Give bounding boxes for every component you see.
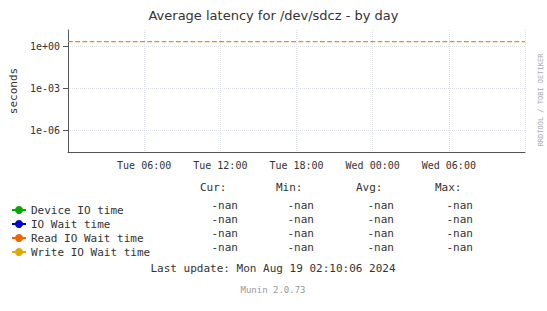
svg-text:-nan: -nan	[288, 227, 315, 240]
svg-text:Wed 06:00: Wed 06:00	[422, 160, 476, 171]
svg-text:Munin 2.0.73: Munin 2.0.73	[240, 285, 305, 295]
svg-text:Average latency for /dev/sdcz: Average latency for /dev/sdcz - by day	[148, 8, 398, 23]
svg-text:-nan: -nan	[447, 227, 474, 240]
svg-text:-nan: -nan	[288, 241, 315, 254]
svg-text:Avg:: Avg:	[356, 181, 383, 194]
svg-text:-nan: -nan	[447, 241, 474, 254]
svg-text:1e+00: 1e+00	[30, 41, 60, 52]
svg-text:Device IO time: Device IO time	[31, 204, 124, 217]
svg-text:RRDTOOL / TOBI OETIKER: RRDTOOL / TOBI OETIKER	[537, 53, 545, 147]
svg-text:-nan: -nan	[288, 199, 315, 212]
svg-text:Tue 18:00: Tue 18:00	[269, 160, 323, 171]
svg-text:seconds: seconds	[7, 68, 20, 114]
svg-text:IO Wait time: IO Wait time	[31, 218, 110, 231]
svg-text:Wed 00:00: Wed 00:00	[346, 160, 400, 171]
svg-text:Write IO Wait time: Write IO Wait time	[31, 246, 150, 259]
svg-text:Read IO Wait time: Read IO Wait time	[31, 232, 144, 245]
svg-text:-nan: -nan	[368, 213, 395, 226]
svg-text:1e-03: 1e-03	[30, 83, 60, 94]
svg-text:Max:: Max:	[435, 181, 462, 194]
svg-text:Tue 06:00: Tue 06:00	[117, 160, 171, 171]
svg-text:Tue 12:00: Tue 12:00	[193, 160, 247, 171]
svg-text:-nan: -nan	[212, 241, 239, 254]
svg-text:-nan: -nan	[368, 199, 395, 212]
svg-text:1e-06: 1e-06	[30, 125, 60, 136]
svg-text:Min:: Min:	[276, 181, 303, 194]
svg-text:-nan: -nan	[368, 227, 395, 240]
svg-text:-nan: -nan	[447, 199, 474, 212]
svg-text:-nan: -nan	[447, 213, 474, 226]
svg-text:-nan: -nan	[212, 213, 239, 226]
svg-text:-nan: -nan	[212, 227, 239, 240]
svg-text:-nan: -nan	[212, 199, 239, 212]
svg-text:-nan: -nan	[288, 213, 315, 226]
svg-text:Cur:: Cur:	[200, 181, 227, 194]
svg-text:-nan: -nan	[368, 241, 395, 254]
svg-text:Last update: Mon Aug 19 02:10:: Last update: Mon Aug 19 02:10:06 2024	[150, 262, 395, 275]
